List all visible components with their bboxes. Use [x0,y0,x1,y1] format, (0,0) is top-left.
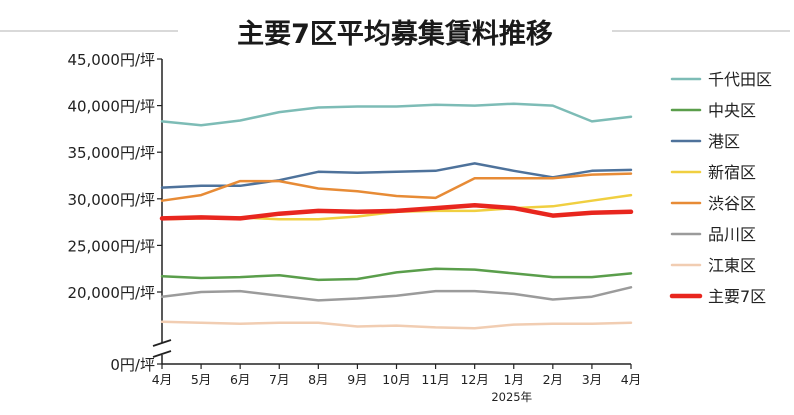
legend-label: 新宿区 [708,163,756,182]
x-tick-label: 5月 [191,372,211,387]
y-tick-label: 0円/坪 [110,356,155,374]
x-tick-label: 1月 [504,372,524,387]
x-tick-label: 10月 [382,372,410,387]
legend-label: 中央区 [708,101,756,120]
legend-label: 千代田区 [708,70,772,89]
x-tick-label: 9月 [347,372,367,387]
axis-labels: 45,000円/坪 40,000円/坪 35,000円/坪 30,000円/坪 25,0… [67,51,641,404]
x-tick-label: 8月 [308,372,328,387]
series-line [159,203,634,221]
x-tick-label: 4月 [152,372,172,387]
legend-label: 港区 [708,132,740,151]
x-tick-label: 2月 [543,372,563,387]
series-line [160,267,633,282]
series-lines [159,102,634,330]
x-tick-label: 11月 [421,372,449,387]
x-tick-label: 3月 [582,372,602,387]
series-line [160,102,633,127]
axis-break-mark [152,350,172,358]
y-tick-label: 35,000円/坪 [67,144,155,162]
chart-title: 主要7区平均募集賃料推移 [237,18,553,50]
year-label: 2025年 [491,390,532,404]
y-tick-label: 45,000円/坪 [67,51,155,69]
y-tick-label: 30,000円/坪 [67,191,155,209]
series-line [160,286,633,302]
axis-break-mark [152,339,172,347]
x-tick-label: 12月 [460,372,488,387]
y-tick-label: 20,000円/坪 [67,284,155,302]
legend-label: 渋谷区 [708,194,756,213]
series-line [160,172,633,202]
legend-label: 江東区 [708,256,756,275]
series-line [160,320,633,330]
y-tick-label: 40,000円/坪 [67,98,155,116]
x-tick-label: 6月 [230,372,250,387]
x-tick-label: 4月 [621,372,641,387]
legend-label: 品川区 [708,225,756,244]
x-tick-label: 7月 [269,372,289,387]
legend-label: 主要7区 [708,287,766,306]
y-tick-label: 25,000円/坪 [67,237,155,255]
